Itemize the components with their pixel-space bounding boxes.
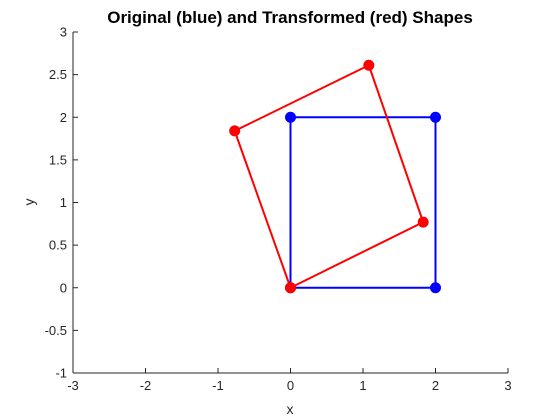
x-tick-label: 1 <box>359 378 366 393</box>
y-tick-label: 1 <box>60 195 67 210</box>
series-layer <box>229 59 441 294</box>
data-point <box>285 282 296 294</box>
x-tick-label: 0 <box>287 378 294 393</box>
y-tick-label: -1 <box>55 366 67 381</box>
y-tick-label: -0.5 <box>45 323 67 338</box>
data-point <box>417 216 429 228</box>
data-point <box>430 282 441 294</box>
y-tick-label: 1.5 <box>49 152 67 167</box>
y-tick-label: 3 <box>60 25 67 40</box>
data-point <box>229 125 241 137</box>
x-axis-label: x <box>287 401 294 417</box>
y-tick-label: 0.5 <box>49 238 67 253</box>
y-axis-label: y <box>21 199 37 206</box>
x-tick-label: -1 <box>212 378 224 393</box>
x-tick-label: -3 <box>67 378 79 393</box>
x-tick-label: 3 <box>504 378 511 393</box>
ticks: -3 -2 -1 0 1 2 3 -1 -0.5 0 0.5 1 1.5 2 2.5 3 <box>45 25 512 394</box>
x-tick-label: -2 <box>140 378 152 393</box>
chart-title: Original (blue) and Transformed (red) Sh… <box>107 8 473 27</box>
data-point <box>285 111 296 123</box>
y-tick-label: 2 <box>60 110 67 125</box>
x-tick-label: 2 <box>432 378 439 393</box>
y-tick-label: 0 <box>60 280 67 295</box>
data-point <box>363 59 375 71</box>
series-1 <box>229 59 429 294</box>
y-tick-label: 2.5 <box>49 67 67 82</box>
data-point <box>430 111 441 123</box>
